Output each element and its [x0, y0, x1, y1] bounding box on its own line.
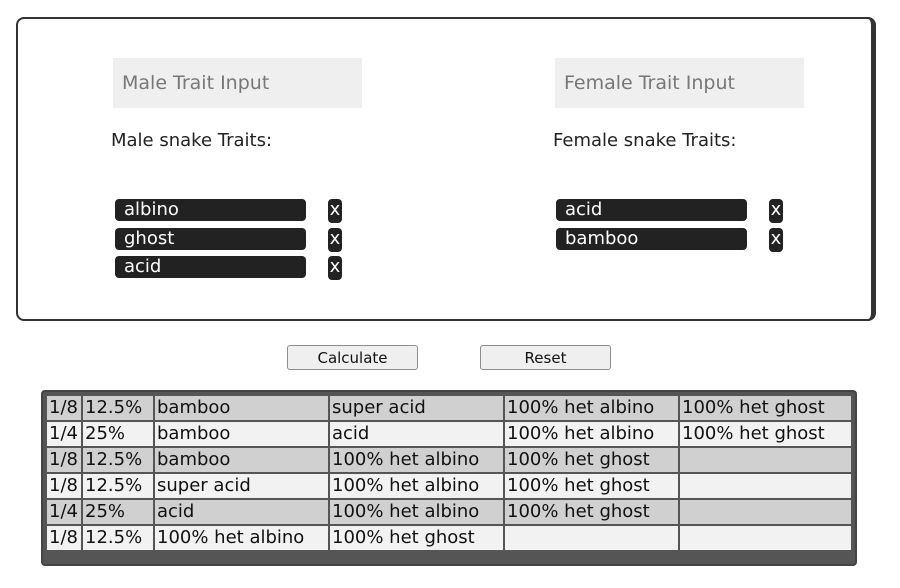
- table-cell: 100% het ghost: [505, 448, 678, 472]
- results-table: 1/8 12.5% bamboo super acid 100% het albino 1…: [41, 390, 857, 566]
- remove-trait-button[interactable]: x: [769, 227, 783, 252]
- table-row: 1/4 25% bamboo acid 100% het albino 100% het …: [47, 422, 851, 446]
- trait-tag: ghost: [115, 227, 306, 250]
- table-cell: acid: [330, 422, 503, 446]
- trait-tag: acid: [115, 256, 306, 278]
- table-cell: 100% het albino: [330, 474, 503, 498]
- female-traits-heading: Female snake Traits:: [553, 130, 737, 151]
- table-cell: 100% het albino: [155, 526, 328, 550]
- table-cell: 100% het ghost: [505, 500, 678, 524]
- table-cell: 100% het albino: [330, 448, 503, 472]
- table-cell: 12.5%: [83, 396, 153, 420]
- table-cell: 100% het ghost: [680, 396, 851, 420]
- remove-trait-button[interactable]: x: [328, 256, 342, 280]
- table-cell: [680, 448, 851, 472]
- table-cell: 100% het ghost: [680, 422, 851, 446]
- table-cell: 1/8: [47, 448, 81, 472]
- trait-panel: Male snake Traits: Female snake Traits: …: [16, 17, 876, 321]
- table-cell: 1/8: [47, 526, 81, 550]
- table-cell: 1/8: [47, 474, 81, 498]
- remove-trait-button[interactable]: x: [328, 227, 342, 252]
- table-row: 1/8 12.5% bamboo 100% het albino 100% het gh…: [47, 448, 851, 472]
- reset-button[interactable]: Reset: [480, 345, 611, 370]
- calculate-button[interactable]: Calculate: [287, 345, 418, 370]
- male-trait-input[interactable]: [113, 58, 362, 108]
- table-cell: 12.5%: [83, 474, 153, 498]
- table-cell: 100% het ghost: [505, 474, 678, 498]
- table-cell: 100% het albino: [505, 396, 678, 420]
- remove-trait-button[interactable]: x: [328, 199, 342, 223]
- table-cell: 1/8: [47, 396, 81, 420]
- table-row: 1/4 25% acid 100% het albino 100% het ghost: [47, 500, 851, 524]
- table-cell: 1/4: [47, 500, 81, 524]
- table-cell: bamboo: [155, 448, 328, 472]
- table-cell: 25%: [83, 500, 153, 524]
- table-cell: 100% het ghost: [330, 526, 503, 550]
- male-traits-heading: Male snake Traits:: [111, 130, 273, 151]
- table-cell: bamboo: [155, 422, 328, 446]
- remove-trait-button[interactable]: x: [769, 199, 783, 223]
- table-cell: [680, 500, 851, 524]
- table-row: 1/8 12.5% bamboo super acid 100% het albino 1…: [47, 396, 851, 420]
- table-cell: bamboo: [155, 396, 328, 420]
- table-cell: 12.5%: [83, 526, 153, 550]
- table-cell: super acid: [330, 396, 503, 420]
- table-cell: [680, 474, 851, 498]
- table-cell: super acid: [155, 474, 328, 498]
- table-cell: 100% het albino: [505, 422, 678, 446]
- table-row: 1/8 12.5% super acid 100% het albino 100% he…: [47, 474, 851, 498]
- trait-tag: bamboo: [556, 227, 747, 250]
- table-cell: 12.5%: [83, 448, 153, 472]
- trait-tag: acid: [556, 199, 747, 221]
- trait-tag: albino: [115, 199, 306, 221]
- table-row: 1/8 12.5% 100% het albino 100% het ghost: [47, 526, 851, 550]
- table-cell: [505, 526, 678, 550]
- table-cell: acid: [155, 500, 328, 524]
- female-trait-input[interactable]: [555, 58, 804, 108]
- table-cell: [680, 526, 851, 550]
- table-cell: 1/4: [47, 422, 81, 446]
- table-cell: 25%: [83, 422, 153, 446]
- table-cell: 100% het albino: [330, 500, 503, 524]
